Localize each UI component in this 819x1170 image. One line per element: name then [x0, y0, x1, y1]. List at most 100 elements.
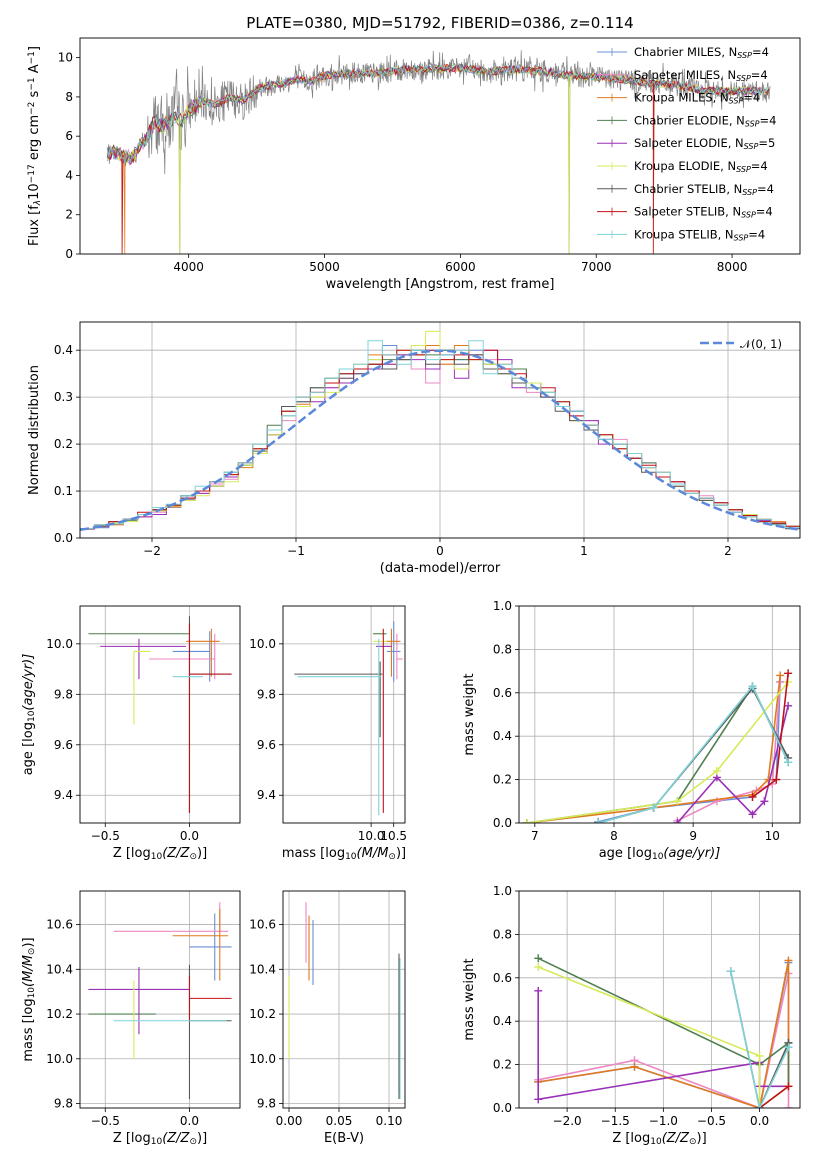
panel-age_vs_Z: −0.5 0.09.49.69.810.0Z [log10(Z/Z⊙)]age [… — [21, 605, 241, 862]
axes-frame — [282, 605, 406, 824]
model-spectrum — [106, 64, 770, 164]
label-part: Z [log — [612, 1131, 650, 1146]
errorbar-point — [149, 633, 216, 680]
axes-frame — [79, 605, 241, 824]
y-tick-label: 10.0 — [249, 1052, 276, 1066]
y-tick-label: 2 — [65, 208, 73, 222]
y-tick-label: 10.0 — [46, 637, 73, 651]
label-part: =5 — [758, 136, 775, 150]
label-part: ⊙ — [189, 852, 197, 862]
y-tick-label: 9.6 — [54, 738, 73, 752]
panel-mass_vs_EBV: 0.00 0.05 0.10 9.8 10.0 10.2 10.4 10.6 E(B-V) — [249, 890, 406, 1146]
label-part: Flux [f — [27, 205, 42, 246]
label-part: Chabrier MILES, N — [634, 45, 737, 59]
y-tick-label: 0.8 — [493, 642, 512, 656]
label-part: ⊙ — [689, 1137, 697, 1147]
y-tick-label: 0.4 — [54, 343, 73, 357]
x-tick-label: 0.10 — [376, 1114, 403, 1128]
x-tick-label: 7000 — [581, 260, 612, 274]
label-part: SSP — [736, 165, 751, 174]
label-part: −17 — [27, 164, 37, 183]
legend-label: Salpeter MILES, NSSP=4 — [634, 68, 768, 83]
label-part: )] — [396, 846, 406, 861]
label-part: mass [log — [21, 998, 36, 1061]
weight-marker — [594, 819, 603, 823]
y-tick-label: 0.0 — [54, 531, 73, 545]
x-tick-label: 10.0 — [358, 829, 385, 843]
errorbar-point — [188, 964, 232, 1100]
x-tick-label: 6000 — [445, 260, 476, 274]
errorbar-point — [294, 661, 383, 738]
weight-marker — [784, 1082, 793, 1091]
weight-marker — [649, 803, 658, 812]
label-part: ⊙ — [27, 948, 37, 956]
y-tick-label: 8 — [65, 90, 73, 104]
axes-frame — [518, 890, 801, 1109]
y-tick-label: 0.1 — [54, 484, 73, 498]
weight-marker — [673, 797, 682, 806]
weight-marker — [673, 819, 682, 823]
weight-marker — [784, 701, 793, 710]
weight-marker — [748, 810, 757, 819]
errorbar-point — [172, 631, 211, 682]
y-tick-label: 9.6 — [257, 738, 276, 752]
model-spectrum — [106, 63, 770, 164]
x-tick-label: 7 — [531, 829, 539, 843]
y-tick-label: 0.4 — [493, 729, 512, 743]
x-axis-label: Z [log10(Z/Z⊙)] — [113, 1131, 207, 1147]
weight-marker — [755, 1104, 764, 1108]
y-tick-label: 0.2 — [493, 773, 512, 787]
x-axis-label: E(B-V) — [324, 1131, 364, 1146]
label-part: (Z/Z — [662, 1131, 690, 1146]
y-axis-label: age [log10(age/yr)] — [21, 654, 37, 776]
label-part: )] — [197, 846, 207, 861]
label-part: erg cm — [27, 115, 42, 164]
label-part: SSP — [742, 188, 757, 197]
label-part: (M/M — [21, 955, 36, 987]
weight-marker — [522, 819, 531, 823]
x-tick-label: 8000 — [717, 260, 748, 274]
legend-label: 𝒩(0, 1) — [740, 337, 782, 351]
y-axis-label: mass weight — [462, 958, 477, 1040]
legend-label: Chabrier STELIB, NSSP=4 — [634, 182, 774, 197]
label-part: (M/M — [357, 846, 389, 861]
label-part: −2 — [27, 102, 37, 115]
label-part: age [log — [599, 846, 652, 861]
label-part: Kroupa MILES, N — [634, 91, 729, 105]
label-part: Z [log — [113, 1131, 151, 1146]
errorbar-point — [297, 638, 382, 816]
errorbar-point — [188, 623, 232, 813]
label-part: (Z/Z — [162, 846, 190, 861]
x-tick-label: 0.00 — [276, 1114, 303, 1128]
x-tick-label: 10 — [765, 829, 780, 843]
x-axis-label: mass [log10(M/M⊙)] — [282, 846, 406, 862]
y-tick-label: 1.0 — [493, 884, 512, 898]
label-part: =4 — [751, 68, 768, 82]
errorbar-point — [133, 650, 151, 725]
label-part: SSP — [741, 211, 756, 220]
label-part: λ — [33, 200, 43, 206]
y-tick-label: 9.8 — [257, 687, 276, 701]
y-tick-label: 10.0 — [249, 637, 276, 651]
normal-curve — [80, 349, 800, 532]
grid-mass_vs_Z — [80, 891, 240, 1108]
legend-label: Chabrier ELODIE, NSSP=4 — [634, 113, 776, 128]
x-tick-label: 9 — [689, 829, 697, 843]
x-tick-label: −1 — [287, 544, 305, 558]
x-axis-label: (data-model)/error — [380, 561, 501, 576]
label-part: )] — [697, 1131, 707, 1146]
errorbar-point — [88, 967, 190, 1035]
weight-line — [759, 1085, 789, 1108]
plot-area-weight_vs_age — [519, 606, 800, 823]
label-part: 10 — [27, 710, 37, 722]
label-part: Kroupa STELIB, N — [634, 227, 734, 241]
weight-marker — [784, 956, 793, 965]
legend-label: Salpeter ELODIE, NSSP=5 — [634, 136, 775, 151]
errorbar-point — [100, 638, 187, 680]
residual-histogram — [80, 340, 800, 530]
label-part: ⊙ — [189, 1137, 197, 1147]
label-part: SSP — [736, 74, 751, 83]
weight-marker — [534, 1095, 543, 1104]
label-part: =4 — [760, 113, 777, 127]
